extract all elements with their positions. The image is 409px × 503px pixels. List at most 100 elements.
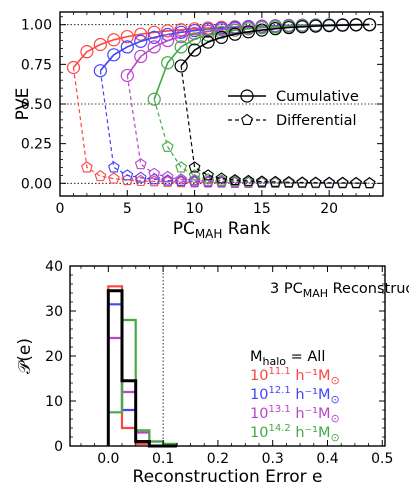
cumulative-point [214, 30, 229, 44]
y-tick-label: 1.00 [21, 18, 52, 34]
histogram-step [107, 318, 178, 446]
cumulative-point [134, 27, 148, 41]
cumulative-point [134, 34, 148, 48]
cumulative-point [134, 49, 148, 64]
histogram-step [106, 289, 177, 448]
differential-point [188, 169, 201, 181]
differential-point [242, 174, 255, 186]
differential-point [188, 161, 201, 173]
histogram-step [107, 285, 177, 448]
differential-point [229, 173, 241, 186]
differential-point [229, 175, 241, 187]
cumulative-point [174, 29, 188, 44]
differential-point [134, 171, 147, 183]
cumulative-point [161, 56, 175, 70]
legend-entry: 1014.2 h⁻¹M⊙ [250, 423, 340, 444]
y-axis-label: PVE [13, 88, 33, 121]
cumulative-point [147, 25, 161, 39]
differential-point [282, 176, 295, 188]
legend-entry: 1013.1 h⁻¹M⊙ [250, 404, 340, 425]
y-tick-label: 0.25 [21, 137, 52, 153]
x-tick-label: 0.2 [207, 451, 229, 467]
x-axis-label: Reconstruction Error e [133, 467, 323, 487]
reconstruction-annotation: 3 PCMAH Reconstruction [270, 281, 409, 300]
legend-entry: 1011.1 h⁻¹M⊙ [250, 366, 340, 387]
differential-point [296, 176, 309, 188]
x-tick-label: 10 [186, 201, 204, 217]
differential-point [121, 169, 134, 181]
cumulative-point [228, 27, 242, 41]
y-axis-label: 𝒫(e) [15, 338, 35, 374]
x-axis-label: PCMAH Rank [173, 219, 271, 241]
cumulative-point [295, 20, 309, 34]
legend-differential-label: Differential [276, 113, 357, 129]
y-tick-label: 0 [54, 439, 63, 455]
differential-point [175, 161, 188, 173]
cumulative-point [201, 35, 215, 49]
differential-point [309, 176, 322, 188]
x-tick-label: 0 [56, 201, 65, 217]
cumulative-point [362, 18, 377, 32]
cumulative-point [107, 33, 121, 47]
cumulative-point [147, 30, 161, 44]
differential-point [161, 140, 174, 152]
differential-point [161, 170, 174, 182]
differential-point [323, 176, 336, 188]
cumulative-point [201, 24, 215, 38]
cumulative-point [66, 60, 81, 75]
cumulative-point [93, 64, 107, 78]
cumulative-point [241, 25, 256, 39]
differential-point [202, 169, 214, 181]
cumulative-point [147, 40, 161, 54]
legend-title: Mhalo = All [250, 349, 325, 368]
error-histogram-panel: 0.0 0.1 0.2 0.3 0.4 0.5 0 10 20 30 40 𝒫(e) Reconstru… [15, 259, 409, 487]
y-tick-label: 10 [45, 394, 63, 410]
differential-point [363, 176, 376, 189]
cumulative-point [174, 25, 188, 39]
differential-point [350, 176, 362, 188]
y-tick-label: 0.50 [21, 97, 52, 113]
differential-point [215, 172, 228, 184]
cumulative-point [120, 29, 134, 44]
x-tick-label: 0.0 [97, 451, 119, 467]
cumulative-point [322, 19, 336, 33]
legend-cumulative-label: Cumulative [276, 89, 359, 105]
differential-point [134, 158, 147, 170]
differential-line [153, 99, 370, 184]
x-tick-label: 0.1 [152, 451, 174, 467]
legend-differential-marker [241, 113, 253, 125]
cumulative-point [201, 28, 215, 42]
legend-cumulative-marker [240, 89, 254, 103]
x-tick-label: 0.4 [316, 451, 338, 467]
cumulative-line [180, 23, 370, 67]
differential-point [107, 172, 120, 184]
cumulative-point [349, 18, 363, 32]
cumulative-point [174, 59, 188, 73]
differential-point [148, 173, 161, 185]
y-tick-label: 30 [45, 304, 63, 320]
differential-point [107, 161, 120, 173]
cumulative-point [214, 25, 229, 39]
cumulative-point [187, 32, 202, 46]
cumulative-point [241, 22, 256, 36]
cumulative-point [228, 23, 242, 37]
cumulative-point [161, 33, 175, 48]
differential-point [269, 175, 282, 187]
cumulative-point [187, 43, 202, 57]
histogram-step [107, 303, 177, 448]
cumulative-point [93, 37, 107, 52]
differential-point [255, 175, 268, 187]
cumulative-point [147, 92, 161, 106]
cumulative-point [174, 40, 188, 54]
differential-point [242, 175, 255, 187]
pve-panel: 0 5 10 15 20 0.00 0.25 0.50 0.75 1.00 PVE PCMAH Ran… [13, 11, 384, 241]
x-tick-label: 0.3 [262, 451, 284, 467]
y-tick-label: 40 [45, 259, 63, 275]
differential-point [188, 175, 201, 187]
differential-point [148, 167, 161, 179]
differential-point [336, 176, 349, 188]
cumulative-point [161, 24, 175, 38]
x-tick-label: 0.5 [371, 451, 393, 467]
cumulative-point [80, 45, 94, 59]
